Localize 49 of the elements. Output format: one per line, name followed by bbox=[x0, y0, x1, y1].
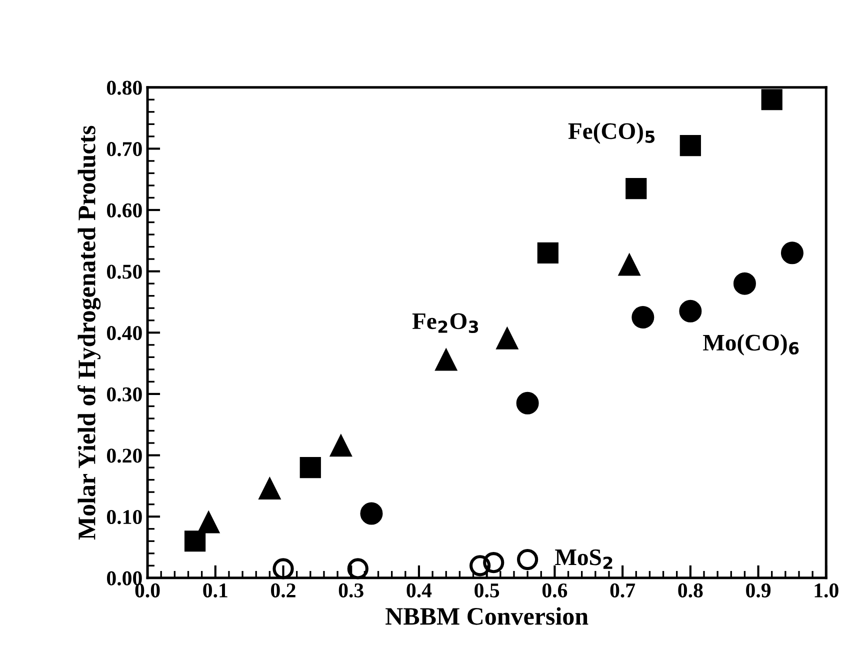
point bbox=[330, 436, 352, 457]
x-tick-label: 0.5 bbox=[474, 583, 500, 598]
x-axis-title: NBBM Conversion bbox=[386, 607, 588, 625]
y-tick-label: 0.50 bbox=[107, 264, 142, 279]
series-label: Mo(CO)$_{6}$ bbox=[703, 334, 799, 356]
series-label: MoS$_{2}$ bbox=[555, 549, 612, 569]
point bbox=[360, 502, 383, 525]
point bbox=[259, 478, 280, 500]
point bbox=[733, 272, 756, 295]
point bbox=[679, 300, 702, 322]
point bbox=[632, 306, 654, 329]
point bbox=[300, 456, 321, 478]
point bbox=[761, 89, 782, 110]
point bbox=[780, 242, 804, 264]
x-tick-label: 0.9 bbox=[746, 583, 771, 598]
point bbox=[496, 328, 518, 350]
point bbox=[198, 512, 220, 534]
point bbox=[618, 254, 640, 276]
y-tick-label: 0.00 bbox=[107, 571, 142, 586]
y-axis-title: Molar Yield of Hydrogenated Products bbox=[78, 126, 101, 540]
x-tick-label: 0.8 bbox=[678, 583, 703, 598]
point bbox=[483, 552, 504, 574]
point bbox=[516, 548, 538, 570]
point bbox=[626, 178, 647, 200]
y-tick-label: 0.40 bbox=[107, 326, 142, 340]
series-label: Fe$_{2}$O$_{3}$ bbox=[412, 313, 478, 334]
x-tick-label: 0.1 bbox=[203, 583, 228, 598]
y-tick-label: 0.20 bbox=[107, 448, 142, 463]
point bbox=[347, 558, 368, 580]
x-tick-label: 0.0 bbox=[135, 583, 160, 598]
point bbox=[516, 392, 539, 414]
x-tick-label: 0.7 bbox=[610, 583, 636, 598]
x-tick-label: 0.3 bbox=[338, 583, 364, 598]
x-tick-label: 0.6 bbox=[542, 583, 568, 598]
x-tick-label: 1.0 bbox=[814, 583, 838, 598]
point bbox=[184, 530, 206, 552]
y-tick-label: 0.70 bbox=[107, 142, 142, 156]
point bbox=[469, 555, 491, 576]
point bbox=[436, 350, 457, 371]
point bbox=[272, 558, 294, 580]
y-tick-label: 0.10 bbox=[107, 510, 142, 524]
x-tick-label: 0.4 bbox=[406, 583, 432, 598]
y-tick-label: 0.80 bbox=[107, 80, 142, 95]
series-label: Fe(CO)$_{5}$ bbox=[568, 122, 655, 144]
point bbox=[537, 242, 558, 264]
point bbox=[680, 135, 701, 156]
x-tick-label: 0.2 bbox=[271, 583, 296, 598]
y-tick-label: 0.30 bbox=[107, 387, 142, 402]
y-tick-label: 0.60 bbox=[107, 203, 142, 218]
